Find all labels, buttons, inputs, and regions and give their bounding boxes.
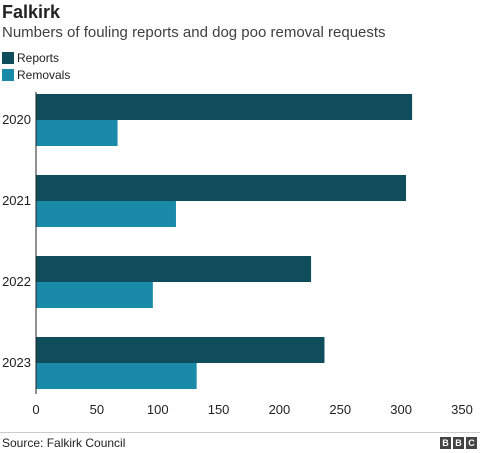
legend-label-removals: Removals [17,67,71,82]
x-tick-label: 200 [269,402,291,417]
x-tick-label: 50 [90,402,104,417]
bar-reports-2021 [36,175,407,201]
bar-removals-2023 [36,363,197,389]
x-tick-label: 350 [451,402,473,417]
legend-label-reports: Reports [17,50,60,65]
x-tick-label: 0 [32,402,39,417]
bar-removals-2020 [36,120,118,146]
source-note: Source: Falkirk Council [2,436,126,450]
bar-reports-2023 [36,337,325,363]
bar-removals-2021 [36,201,176,227]
legend: Reports Removals [2,49,70,83]
y-tick-label: 2020 [2,112,31,127]
legend-item-reports: Reports [2,49,70,66]
x-tick-label: 300 [390,402,412,417]
chart-title: Falkirk [2,2,61,22]
chart-subtitle: Numbers of fouling reports and dog poo r… [2,24,386,41]
bar-reports-2020 [36,94,413,120]
logo-letter: B [453,437,464,449]
x-tick-label: 100 [147,402,169,417]
logo-letter: B [440,437,451,449]
y-tick-label: 2021 [2,193,31,208]
y-tick-label: 2022 [2,274,31,289]
y-tick-label: 2023 [2,355,31,370]
bar-reports-2022 [36,256,312,282]
legend-swatch-removals [2,68,14,81]
footer-divider [0,432,480,433]
logo-letter: C [466,437,477,449]
legend-swatch-reports [2,51,14,64]
bar-removals-2022 [36,282,153,308]
x-tick-label: 150 [208,402,230,417]
legend-item-removals: Removals [2,66,70,83]
bbc-logo: B B C [440,437,477,449]
x-tick-label: 250 [329,402,351,417]
bar-chart: 2020 2021 2022 2023 0 50 100 150 200 250 300 350 [2,92,473,417]
